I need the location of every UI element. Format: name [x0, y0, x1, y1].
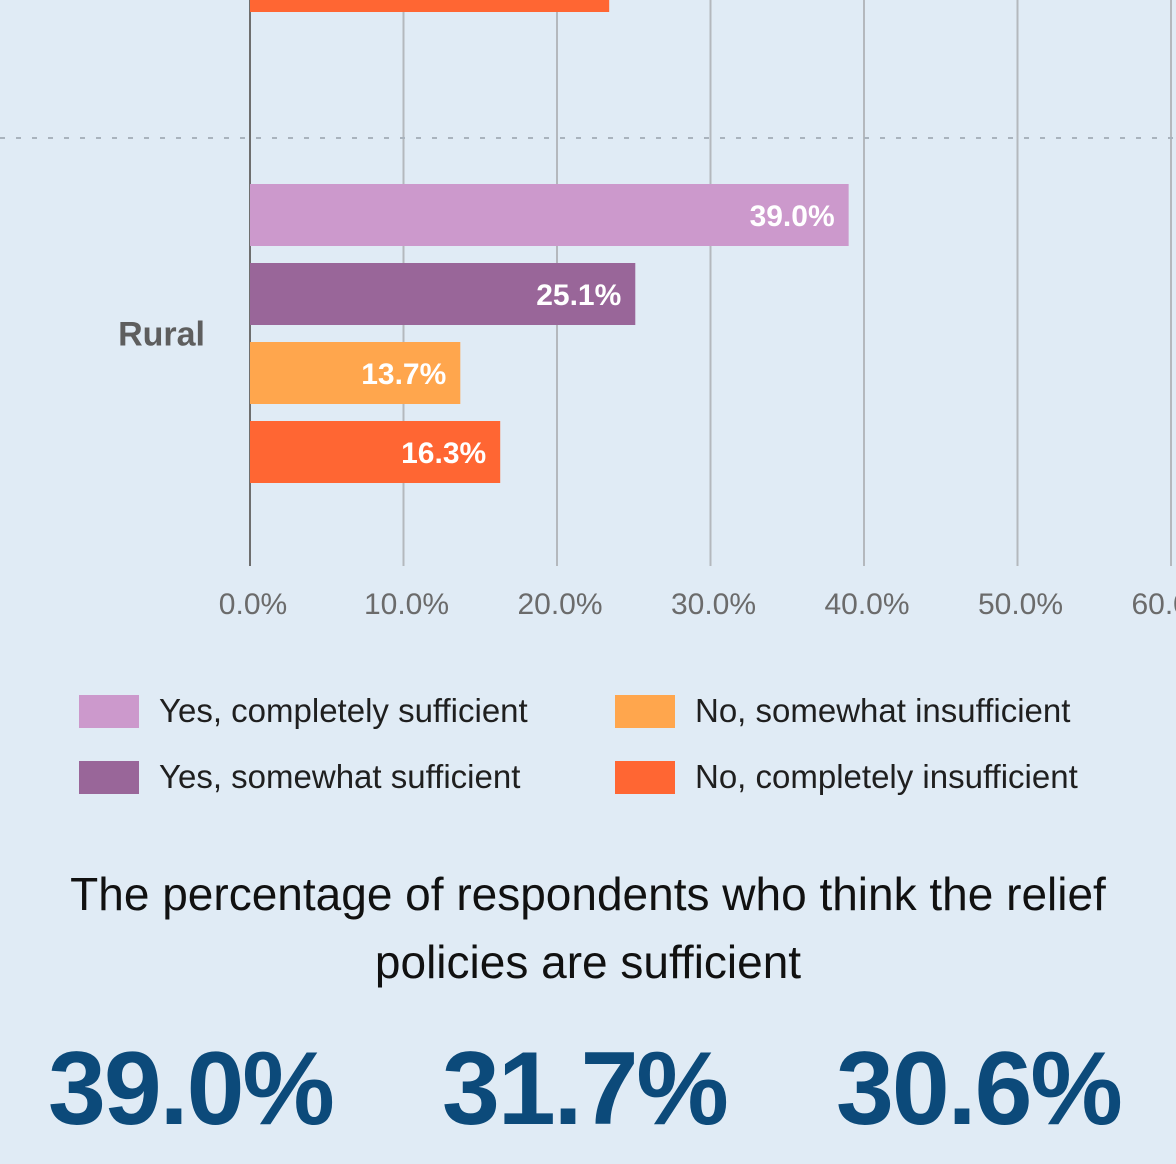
- bar-value-label: 39.0%: [750, 200, 835, 233]
- legend-label: Yes, somewhat sufficient: [159, 758, 521, 795]
- x-tick-label: 10.0%: [364, 588, 449, 621]
- bar: [250, 263, 636, 325]
- bar: [250, 184, 849, 246]
- bar: [250, 0, 610, 12]
- legend-swatch: [615, 760, 675, 794]
- bar-value-label: 13.7%: [361, 358, 446, 391]
- legend-swatch: [79, 760, 139, 794]
- legend-item: No, completely insufficient: [615, 758, 1078, 795]
- legend-item: Yes, somewhat sufficient: [79, 758, 521, 795]
- x-tick-label: 60.0%: [1131, 588, 1176, 621]
- x-tick-label: 0.0%: [219, 588, 287, 621]
- bar: [250, 421, 501, 483]
- legend-item: No, somewhat insufficient: [615, 692, 1071, 729]
- x-tick-label: 50.0%: [978, 588, 1063, 621]
- x-tick-label: 40.0%: [824, 588, 909, 621]
- chart-legend: Yes, completely sufficient No, somewhat …: [79, 690, 1159, 810]
- legend-swatch: [79, 694, 139, 728]
- category-label: Rural: [118, 316, 205, 354]
- x-tick-label: 20.0%: [517, 588, 602, 621]
- summary-stat: 39.0%: [48, 1031, 335, 1147]
- bar-chart: 39.0%25.1%13.7%23.4%16.3% 0.0%10.0%20.0%…: [0, 0, 1176, 621]
- summary-stat: 30.6%: [836, 1031, 1123, 1147]
- legend-label: No, somewhat insufficient: [695, 692, 1071, 729]
- bar-value-label: 16.3%: [401, 437, 486, 470]
- bar-value-label: 25.1%: [536, 279, 621, 312]
- legend-swatch: [615, 694, 675, 728]
- summary-title: The percentage of respondents who think …: [70, 868, 1106, 988]
- legend-label: No, completely insufficient: [695, 758, 1078, 795]
- bar: [250, 342, 461, 404]
- summary-stat: 31.7%: [442, 1031, 729, 1147]
- x-tick-label: 30.0%: [671, 588, 756, 621]
- legend-label: Yes, completely sufficient: [159, 692, 528, 729]
- legend-item: Yes, completely sufficient: [79, 692, 528, 729]
